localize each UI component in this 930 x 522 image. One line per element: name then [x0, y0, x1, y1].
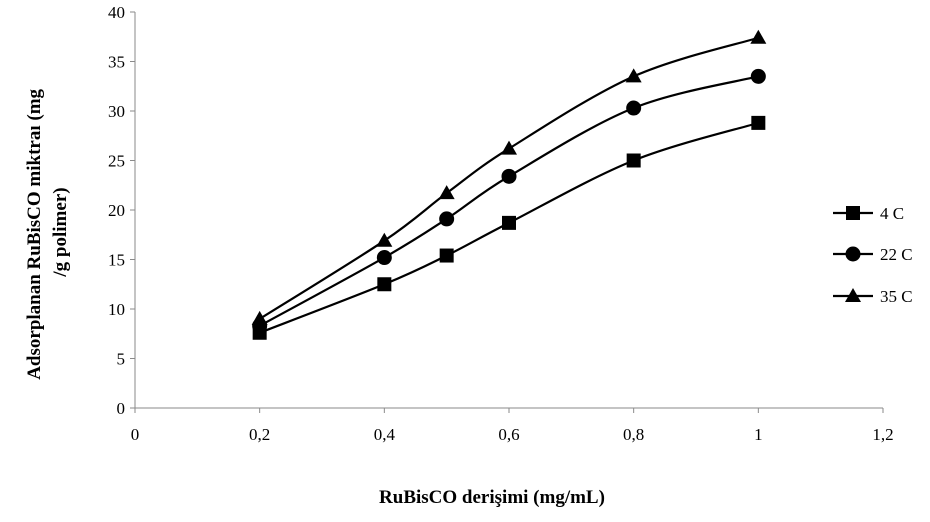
y-tick-label: 10 — [108, 300, 125, 319]
series-line — [259, 75, 759, 327]
data-point-circle — [626, 100, 642, 116]
legend-marker-square — [846, 206, 860, 220]
y-tick-label: 0 — [117, 399, 126, 418]
data-point-triangle — [438, 185, 455, 200]
y-axis-title-line-1: Adsorplanan RuBisCO miktraı (mg — [24, 88, 45, 379]
data-point-circle — [750, 68, 766, 84]
y-tick-label: 20 — [108, 201, 125, 220]
series-35-c — [251, 29, 767, 325]
legend-marker-circle — [845, 246, 861, 262]
y-axis-title: Adsorplanan RuBisCO miktraı (mg /g polim… — [24, 84, 71, 380]
y-tick-label: 25 — [108, 152, 125, 171]
series-lines — [251, 29, 767, 340]
legend-marker-triangle — [845, 288, 861, 302]
legend-label: 35 C — [880, 287, 913, 306]
x-tick-label: 0,2 — [249, 425, 270, 444]
series-line — [259, 36, 759, 320]
data-point-circle — [501, 168, 517, 184]
data-point-square — [377, 277, 392, 292]
data-point-triangle — [251, 310, 268, 325]
legend-label: 22 C — [880, 245, 913, 264]
x-tick-label: 0,6 — [498, 425, 519, 444]
data-point-triangle — [501, 140, 517, 155]
data-point-square — [626, 153, 641, 168]
legend-item: 35 C — [833, 287, 913, 306]
data-point-triangle — [376, 232, 393, 247]
series-22-c — [252, 68, 766, 334]
x-tick-label: 0 — [131, 425, 140, 444]
y-tick-label: 15 — [108, 251, 125, 270]
y-tick-label: 5 — [117, 350, 126, 369]
x-tick-label: 1 — [754, 425, 763, 444]
data-point-circle — [376, 250, 392, 266]
x-tick-label: 1,2 — [872, 425, 893, 444]
series-4-c — [252, 115, 766, 340]
data-point-triangle — [625, 68, 642, 83]
x-tick-label: 0,8 — [623, 425, 644, 444]
x-tick-label: 0,4 — [374, 425, 396, 444]
legend-item: 4 C — [833, 204, 904, 223]
series-line — [259, 121, 759, 334]
data-point-triangle — [750, 29, 767, 44]
data-point-square — [751, 115, 766, 130]
axes: 0 5 10 15 20 25 30 35 40 0 0,2 0,4 0,6 0,8 1 1,2 — [108, 3, 894, 444]
y-tick-label: 30 — [108, 102, 125, 121]
data-point-circle — [439, 211, 455, 227]
legend-item: 22 C — [833, 245, 913, 264]
data-point-square — [502, 215, 516, 230]
x-axis-title: RuBisCO derişimi (mg/mL) — [379, 487, 605, 508]
legend: 4 C 22 C 35 C — [833, 204, 913, 306]
data-point-square — [439, 248, 454, 263]
y-tick-label: 35 — [108, 53, 125, 72]
y-axis-title-line-2: /g polimer) — [50, 187, 71, 277]
y-tick-label: 40 — [108, 3, 125, 22]
legend-label: 4 C — [880, 204, 904, 223]
